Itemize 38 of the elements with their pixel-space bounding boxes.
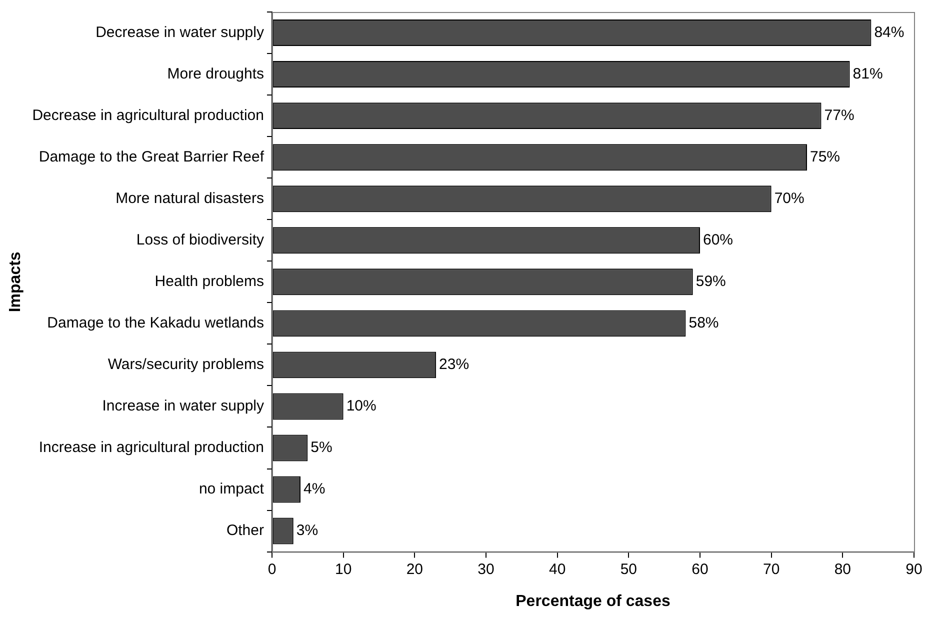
y-tick-label: Damage to the Great Barrier Reef <box>38 148 265 166</box>
y-tick-label: Other <box>226 522 264 540</box>
x-tick-label: 80 <box>834 560 852 578</box>
y-tick-label: Health problems <box>154 273 264 290</box>
x-axis-title: Percentage of cases <box>516 592 670 610</box>
y-tick-label: Decrease in water supply <box>96 24 264 41</box>
data-label: 10% <box>346 398 376 415</box>
y-axis-title: Impacts <box>7 252 24 312</box>
data-label: 3% <box>296 522 318 540</box>
x-tick-label: 20 <box>406 560 423 578</box>
data-label: 84% <box>874 24 904 41</box>
data-label: 77% <box>824 106 854 124</box>
y-tick-label: Decrease in agricultural production <box>32 106 264 124</box>
data-label: 23% <box>439 356 470 374</box>
data-label: 5% <box>310 439 332 456</box>
x-tick-label: 40 <box>548 560 566 578</box>
y-tick-label: More droughts <box>167 65 264 82</box>
x-tick-label: 50 <box>620 560 638 578</box>
data-label: 58% <box>688 314 719 332</box>
y-tick-label: no impact <box>198 480 265 498</box>
y-tick-label: Loss of biodiversity <box>136 232 264 249</box>
data-label: 4% <box>304 480 326 498</box>
y-tick-label: More natural disasters <box>116 190 264 207</box>
data-label: 70% <box>774 190 804 207</box>
data-label: 59% <box>696 273 726 290</box>
y-tick-label: Increase in agricultural production <box>38 439 264 456</box>
x-tick-label: 60 <box>692 560 708 578</box>
x-tick-label: 90 <box>906 560 922 578</box>
x-tick-label: 30 <box>478 560 494 578</box>
y-tick-label: Damage to the Kakadu wetlands <box>47 314 264 332</box>
x-tick-label: 0 <box>268 560 276 578</box>
y-tick-label: Wars/security problems <box>108 356 264 374</box>
x-tick-label: 70 <box>762 560 780 578</box>
y-tick-label: Increase in water supply <box>102 398 264 415</box>
data-label: 81% <box>852 65 883 82</box>
data-label: 75% <box>810 148 840 166</box>
data-label: 60% <box>702 232 734 249</box>
x-tick-label: 10 <box>334 560 352 578</box>
